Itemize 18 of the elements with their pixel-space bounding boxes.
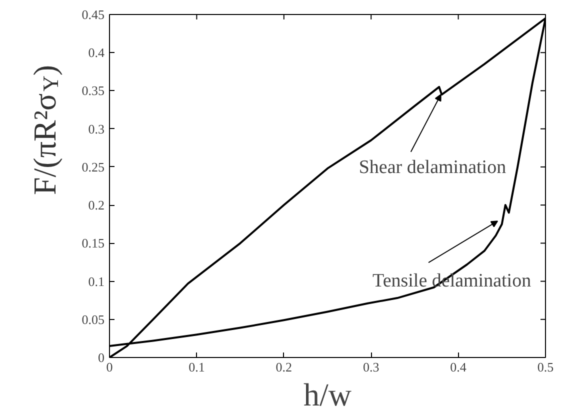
y-tick-label: 0.25 [82, 159, 104, 174]
x-tick-label: 0.2 [276, 360, 292, 374]
y-tick-label: 0.3 [88, 121, 104, 136]
x-tick-label: 0.5 [537, 360, 554, 374]
x-tick-label: 0.4 [450, 360, 467, 374]
x-tick-label: 0.3 [362, 360, 380, 374]
annotation: Shear delamination [358, 157, 507, 178]
y-tick-label: 0.35 [82, 83, 104, 98]
y-tick-label: 0.4 [88, 45, 105, 60]
x-tick-label: 0.1 [188, 360, 205, 374]
y-tick-label: 0.2 [88, 198, 104, 213]
y-tick-label: 0 [98, 350, 104, 365]
y-tick-label: 0.45 [82, 7, 104, 22]
y-tick-label: 0.15 [82, 236, 104, 251]
y-axis-title: F/(πR²σY) [26, 64, 63, 196]
x-axis-title: h/w [304, 376, 352, 412]
y-tick-label: 0.1 [88, 274, 104, 289]
y-tick-label: 0.05 [82, 312, 104, 327]
